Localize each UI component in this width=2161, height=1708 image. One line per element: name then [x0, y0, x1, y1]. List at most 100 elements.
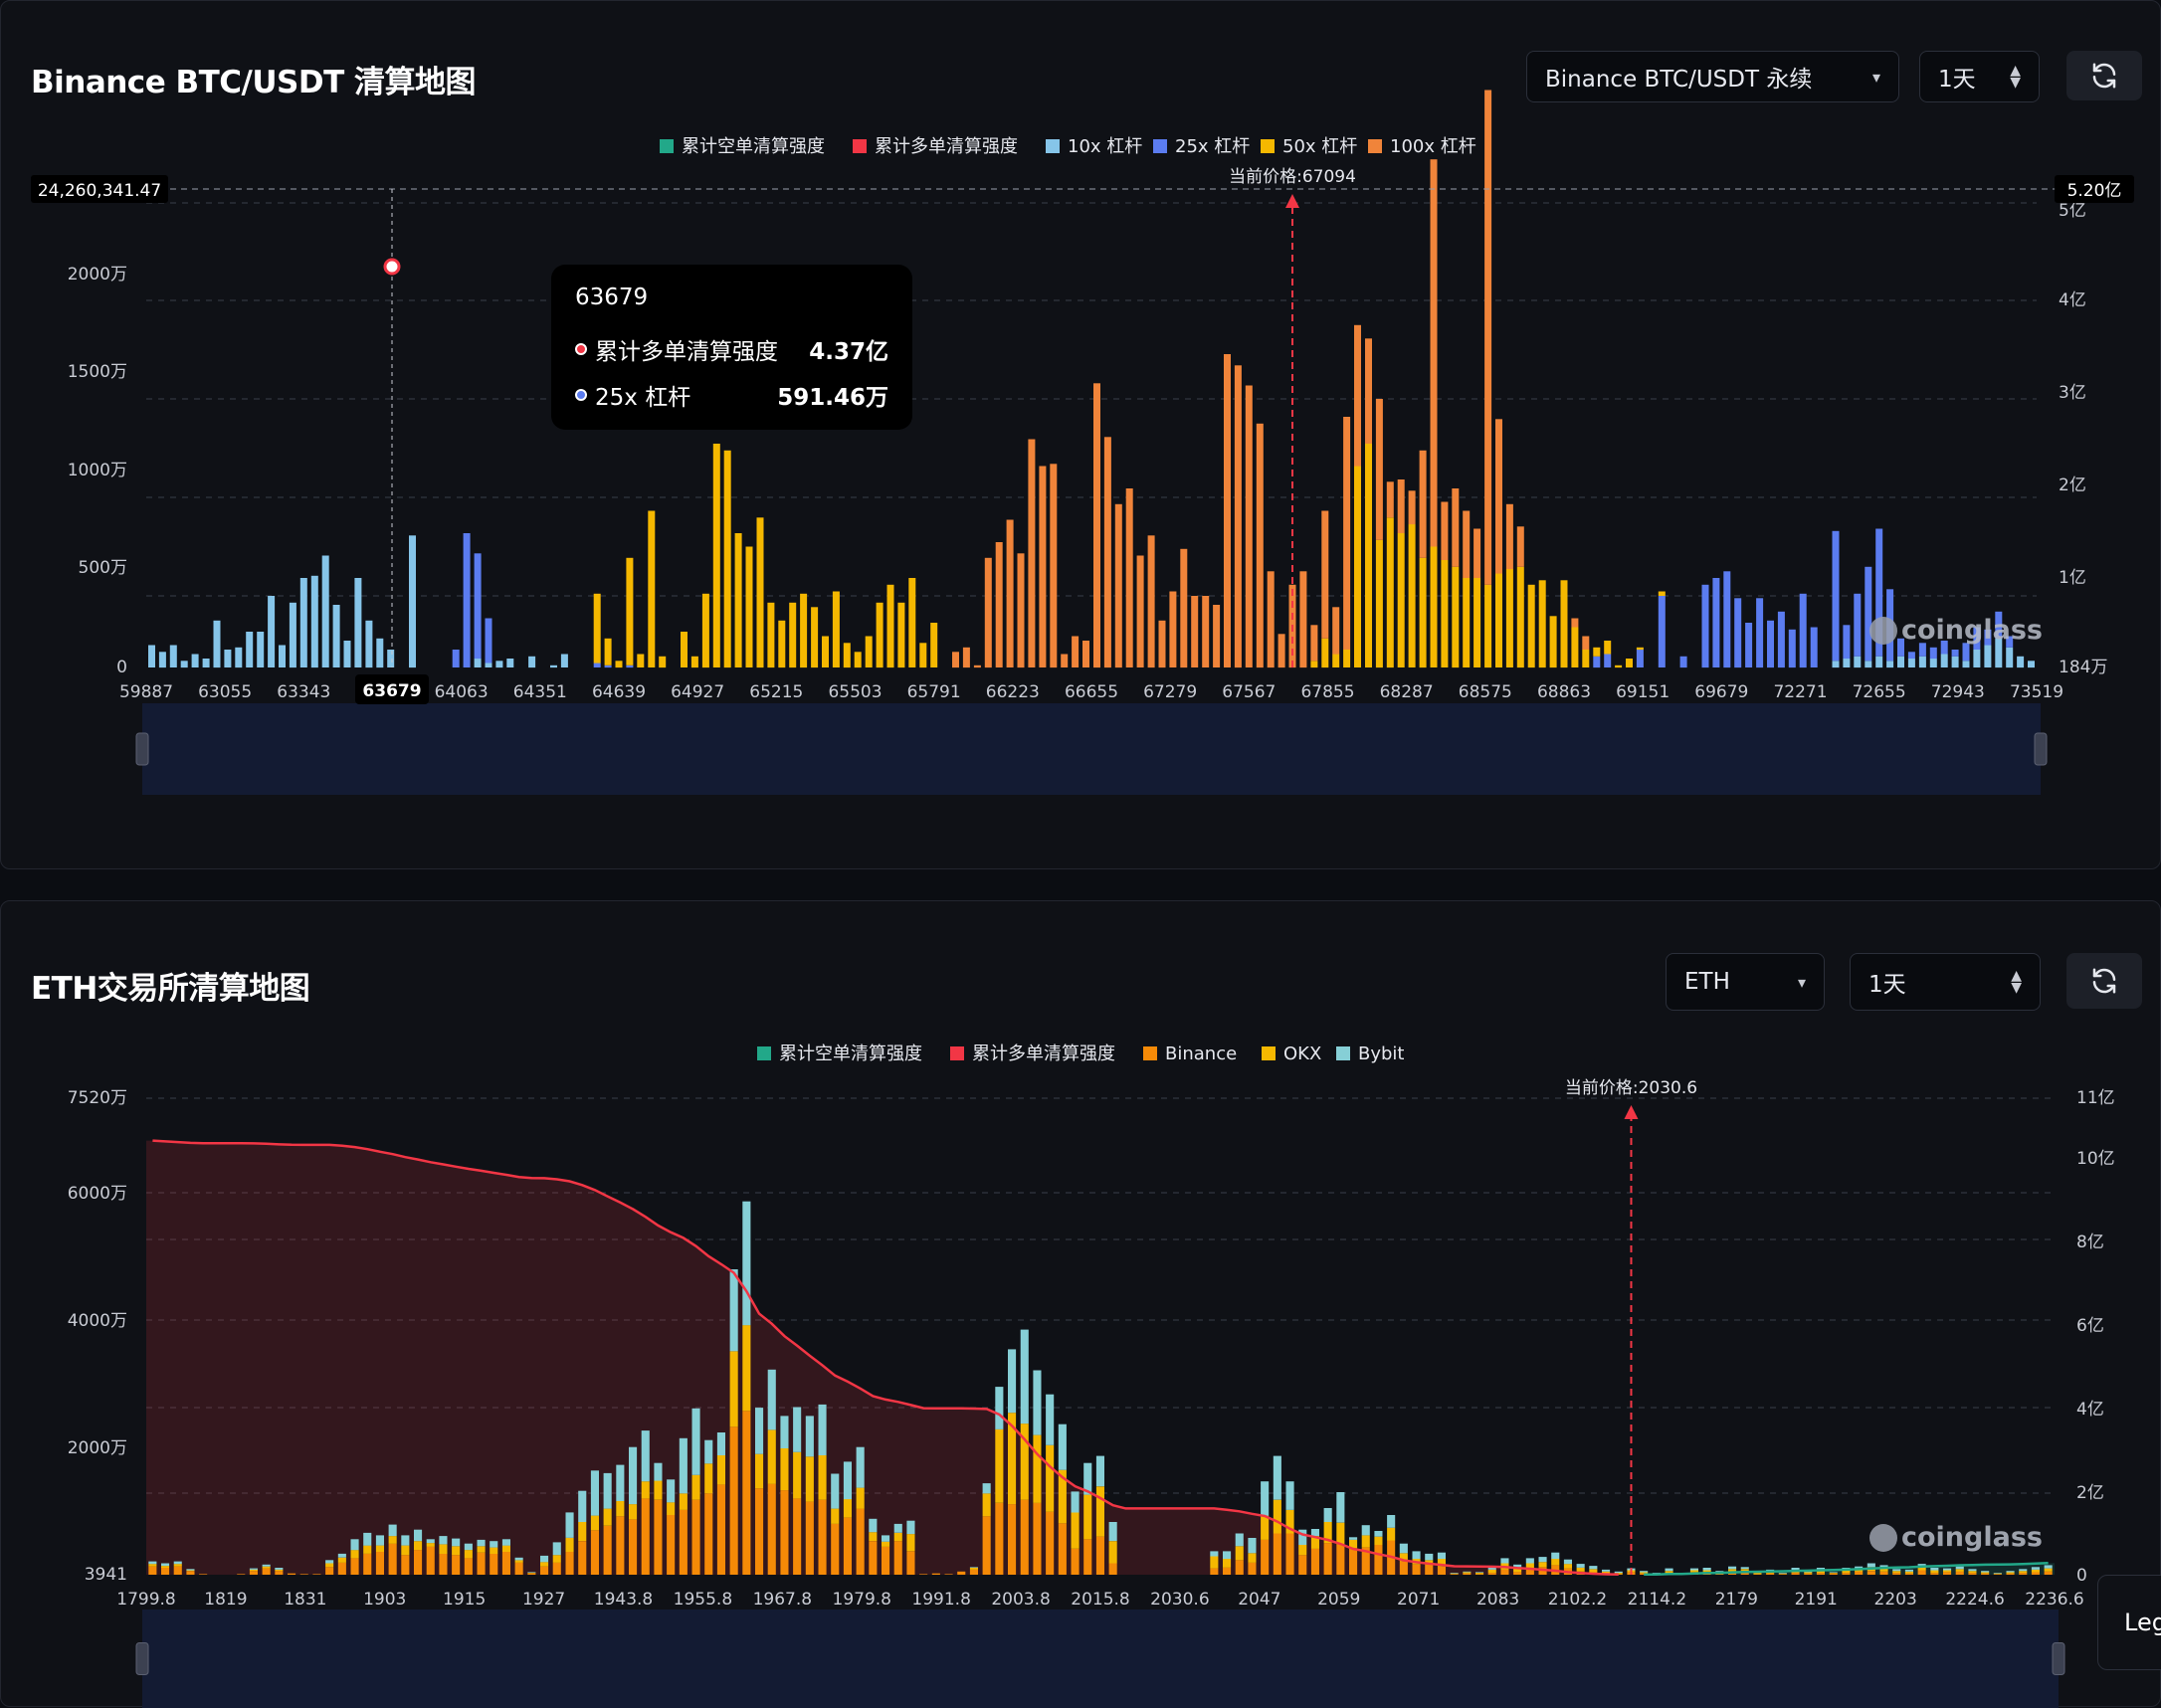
bar-segment — [452, 1555, 461, 1575]
bar-segment — [1046, 1511, 1055, 1575]
y-right-tick: 5亿 — [2059, 201, 2086, 221]
bar-segment — [843, 1499, 852, 1518]
legend-swatch — [757, 1046, 771, 1060]
bar-segment — [1829, 1572, 1838, 1573]
bar-segment — [843, 1517, 852, 1575]
coin-select[interactable]: ETH ▾ — [1666, 953, 1825, 1011]
bar-segment — [1791, 1568, 1800, 1571]
bar-segment — [1513, 1572, 1522, 1575]
bar-segment — [906, 1534, 915, 1552]
bar-segment — [249, 1568, 258, 1570]
bar-segment — [1361, 1535, 1370, 1548]
btc-legend: 累计空单清算强度 累计多单清算强度 10x 杠杆 25x 杠杆 50x 杠杆 100x 杠… — [660, 136, 1476, 157]
legend-label: Binance — [1165, 1044, 1237, 1064]
long-cum-area — [146, 1140, 1619, 1575]
bar-segment — [969, 1567, 978, 1568]
bar-segment — [1441, 560, 1449, 667]
bar-segment — [1955, 1569, 1964, 1572]
bar-segment — [755, 1488, 764, 1575]
bar-segment — [1962, 661, 1970, 668]
bar-segment — [1267, 571, 1275, 668]
range-slider-handle[interactable] — [2052, 1642, 2065, 1675]
pair-select[interactable]: Binance BTC/USDT 永续 ▾ — [1526, 51, 1899, 102]
bar-segment — [767, 1369, 776, 1430]
bar-segment — [1855, 1571, 1864, 1575]
crosshair-point — [383, 258, 401, 276]
bar-segment — [1017, 553, 1025, 668]
bar-segment — [1829, 1573, 1838, 1574]
bar-segment — [1082, 641, 1089, 667]
bar-segment — [388, 1536, 397, 1544]
legend-tab[interactable]: Leg — [2097, 1575, 2161, 1670]
bar-segment — [1298, 1529, 1307, 1545]
bar-segment — [1224, 354, 1231, 667]
eth-liquidation-chart[interactable]: 累计空单清算强度 累计多单清算强度 Binance OKX Bybit 当前价格:2030… — [1, 901, 2160, 1708]
bar-segment — [1602, 1569, 1611, 1572]
bar-segment — [1169, 591, 1177, 667]
updown-icon: ▲ ▼ — [2010, 63, 2021, 91]
x-tick: 2236.6 — [2025, 1590, 2083, 1610]
y-right-tick: 4亿 — [2076, 1400, 2104, 1420]
legend-swatch — [1262, 1046, 1276, 1060]
bar-segment — [325, 1567, 334, 1575]
bar-segment — [2006, 647, 2014, 668]
btc-liquidation-chart[interactable]: 累计空单清算强度 累计多单清算强度 10x 杠杆 25x 杠杆 50x 杠杆 100x 杠… — [1, 1, 2160, 856]
bar-segment — [962, 647, 970, 668]
bar-segment — [755, 1408, 764, 1454]
right-top-value: 5.20亿 — [2067, 181, 2122, 201]
x-tick: 2030.6 — [1150, 1590, 1209, 1610]
bar-segment — [1665, 1568, 1673, 1572]
bar-segment — [1516, 566, 1524, 668]
btc-range-select[interactable]: 1天 ▲ ▼ — [1919, 51, 2040, 102]
range-slider-handle[interactable] — [2034, 732, 2048, 766]
bar-segment — [1993, 1573, 2002, 1574]
y-right-tick: 2亿 — [2076, 1483, 2104, 1503]
x-tick: 2003.8 — [991, 1590, 1050, 1610]
bar-segment — [350, 1550, 359, 1559]
bar-segment — [780, 1448, 789, 1491]
bar-segment — [969, 1568, 978, 1570]
updown-icon: ▲ ▼ — [2011, 968, 2022, 996]
red-dot-icon — [575, 343, 587, 355]
coinglass-logo-icon — [1869, 1524, 1897, 1552]
eth-range-value: 1天 — [1868, 972, 1906, 998]
bar-segment — [716, 1432, 725, 1455]
range-slider-handle[interactable] — [135, 732, 149, 766]
bar-segment — [1261, 1515, 1270, 1540]
bar-segment — [1665, 1571, 1673, 1574]
bar-segment — [1571, 618, 1579, 628]
y-right-tick: 184万 — [2059, 658, 2107, 677]
bar-segment — [485, 663, 492, 667]
eth-range-select[interactable]: 1天 ▲ ▼ — [1850, 953, 2041, 1011]
range-slider — [142, 703, 2041, 795]
bar-segment — [161, 1563, 170, 1567]
x-tick: 65215 — [749, 682, 803, 702]
x-tick: 1927 — [522, 1590, 565, 1610]
bar-segment — [789, 602, 797, 668]
bar-segment — [1387, 1515, 1396, 1528]
bar-segment — [982, 1483, 991, 1494]
btc-refresh-button[interactable] — [2066, 51, 2142, 100]
bar-segment — [1728, 1566, 1737, 1570]
bar-segment — [1361, 1525, 1370, 1536]
bar-segment — [363, 1553, 372, 1575]
range-slider-handle[interactable] — [135, 1642, 149, 1675]
x-tick: 2203 — [1874, 1590, 1917, 1610]
x-tick: 2047 — [1238, 1590, 1280, 1610]
bar-segment — [1374, 1545, 1383, 1575]
eth-refresh-button[interactable] — [2066, 953, 2142, 1009]
x-tick: 2059 — [1317, 1590, 1360, 1610]
refresh-icon — [2092, 968, 2116, 994]
bar-segment — [463, 533, 471, 667]
bar-segment — [1701, 584, 1709, 668]
bar-segment — [343, 641, 351, 667]
bar-segment — [1777, 611, 1785, 668]
bar-segment — [1108, 1563, 1117, 1575]
bar-segment — [224, 650, 232, 667]
bar-segment — [690, 656, 698, 668]
tooltip-row1-value: 4.37亿 — [809, 339, 888, 365]
bar-segment — [712, 444, 720, 667]
bar-segment — [604, 664, 612, 668]
bar-segment — [637, 654, 645, 667]
bar-segment — [1855, 1566, 1864, 1570]
